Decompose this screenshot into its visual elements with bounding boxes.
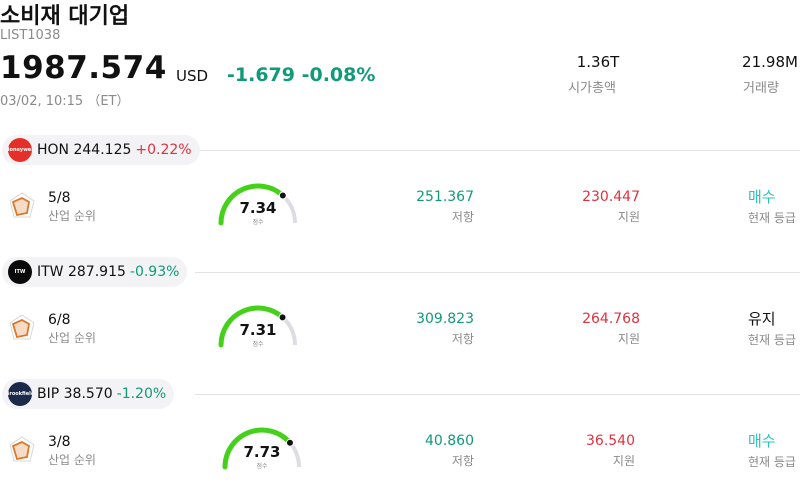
ticker-symbol: BIP bbox=[37, 386, 60, 402]
resistance-value: 309.823 bbox=[416, 311, 474, 327]
stock-chip[interactable]: ITW ITW 287.915 -0.93% bbox=[2, 257, 188, 287]
index-price: 1987.574 bbox=[0, 50, 167, 86]
support-value: 230.447 bbox=[582, 189, 640, 205]
rating-signal: 매수 bbox=[748, 432, 776, 450]
industry-rank-value: 3/8 bbox=[48, 434, 71, 450]
company-logo-icon: Honeywell bbox=[8, 138, 32, 162]
radar-chart-icon bbox=[7, 435, 37, 465]
row-divider bbox=[195, 150, 800, 151]
ticker-change: +0.22% bbox=[135, 142, 192, 158]
resistance-label: 저항 bbox=[451, 210, 474, 224]
support-value: 36.540 bbox=[586, 433, 635, 449]
support-value: 264.768 bbox=[582, 311, 640, 327]
industry-rank-value: 6/8 bbox=[48, 312, 71, 328]
volume-label: 거래량 bbox=[743, 81, 779, 96]
rating-signal: 매수 bbox=[748, 188, 776, 206]
support-label: 지원 bbox=[617, 210, 640, 224]
rating-label: 현재 등급 bbox=[748, 333, 796, 347]
score-gauge bbox=[219, 424, 305, 472]
industry-rank-label: 산업 순위 bbox=[48, 331, 96, 345]
ticker-symbol: HON bbox=[37, 142, 70, 158]
industry-rank-label: 산업 순위 bbox=[48, 453, 96, 467]
rating-label: 현재 등급 bbox=[748, 211, 796, 225]
score-gauge bbox=[215, 180, 301, 228]
list-symbol: LIST1038 bbox=[0, 28, 61, 43]
score-label: 점수 bbox=[252, 219, 264, 226]
score-gauge bbox=[215, 302, 301, 350]
volume-value: 21.98M bbox=[742, 53, 798, 71]
ticker-price: 287.915 bbox=[67, 264, 126, 280]
rating-label: 현재 등급 bbox=[748, 455, 796, 469]
radar-chart-icon bbox=[7, 313, 37, 343]
support-label: 지원 bbox=[612, 454, 635, 468]
currency-label: USD bbox=[176, 67, 209, 85]
market-cap-label: 시가총액 bbox=[568, 81, 616, 96]
ticker-change: -1.20% bbox=[116, 386, 167, 402]
gauge-marker bbox=[278, 313, 287, 322]
resistance-label: 저항 bbox=[451, 454, 474, 468]
gauge-fill bbox=[222, 427, 293, 470]
gauge-fill bbox=[218, 183, 286, 226]
row-divider bbox=[195, 394, 800, 395]
row-divider bbox=[195, 272, 800, 273]
score-value: 7.73 bbox=[243, 443, 281, 461]
gauge-fill bbox=[218, 305, 286, 348]
company-logo-icon: Brookfield bbox=[8, 382, 32, 406]
market-cap-value: 1.36T bbox=[576, 53, 620, 71]
industry-rank-value: 5/8 bbox=[48, 190, 71, 206]
score-value: 7.31 bbox=[239, 321, 277, 339]
support-label: 지원 bbox=[617, 332, 640, 346]
ticker-change: -0.93% bbox=[129, 264, 180, 280]
industry-rank-label: 산업 순위 bbox=[48, 209, 96, 223]
stock-chip[interactable]: Brookfield BIP 38.570-1.20% bbox=[2, 379, 175, 409]
ticker-symbol: ITW bbox=[37, 264, 64, 280]
radar-chart-icon bbox=[7, 191, 37, 221]
company-logo-icon: ITW bbox=[8, 260, 32, 284]
page-title: 소비재 대기업 bbox=[0, 4, 130, 29]
score-label: 점수 bbox=[252, 341, 264, 348]
score-label: 점수 bbox=[256, 463, 268, 470]
rating-signal: 유지 bbox=[748, 310, 776, 328]
timestamp: 03/02, 10:15 （ET） bbox=[0, 94, 130, 109]
resistance-value: 40.860 bbox=[425, 433, 474, 449]
ticker-price: 244.125 bbox=[73, 142, 132, 158]
resistance-label: 저항 bbox=[451, 332, 474, 346]
ticker-price: 38.570 bbox=[63, 386, 113, 402]
score-value: 7.34 bbox=[239, 199, 277, 217]
price-change: -1.679 -0.08% bbox=[227, 64, 376, 86]
gauge-marker bbox=[285, 438, 294, 447]
resistance-value: 251.367 bbox=[416, 189, 474, 205]
gauge-marker bbox=[278, 191, 287, 200]
stock-chip[interactable]: Honeywell HON 244.125+0.22% bbox=[2, 135, 200, 165]
